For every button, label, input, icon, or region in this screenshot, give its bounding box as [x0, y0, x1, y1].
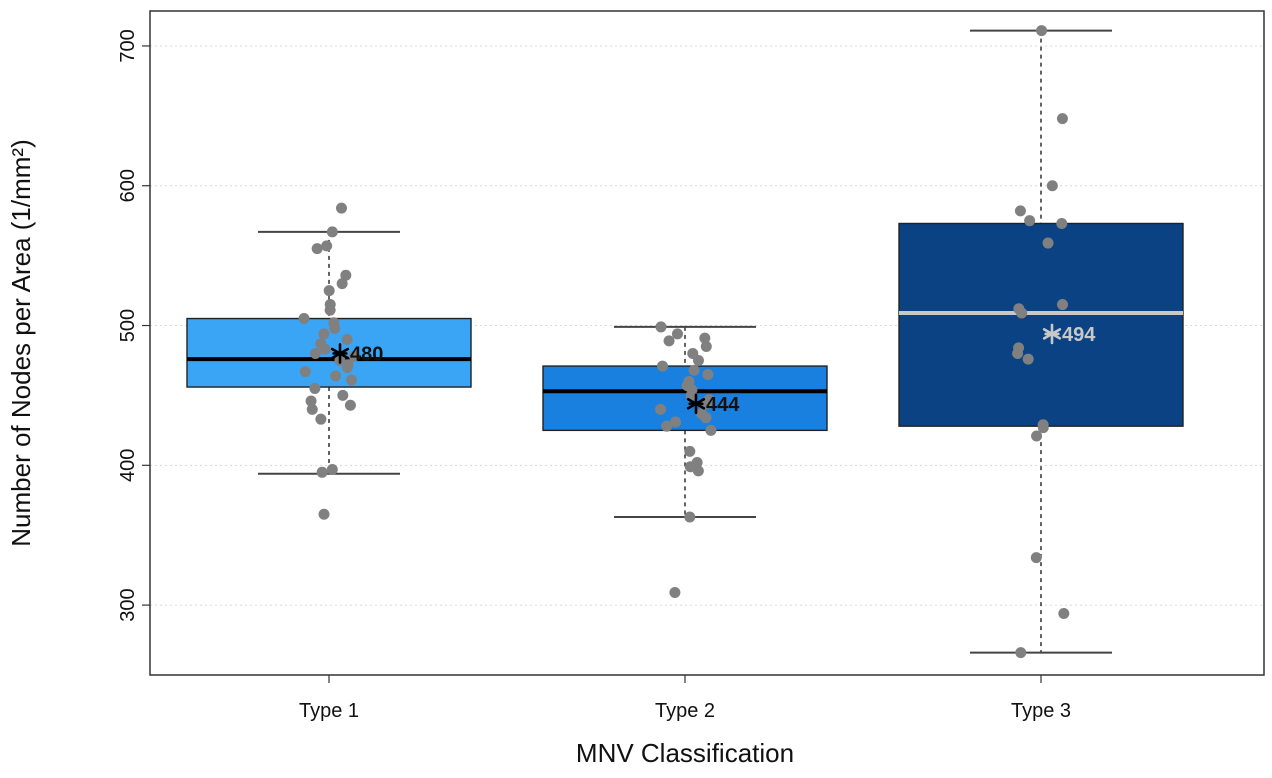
y-tick-label: 500	[117, 309, 139, 342]
y-tick-label: 300	[117, 588, 139, 621]
data-point	[336, 278, 348, 290]
data-point	[318, 328, 330, 340]
data-point	[1036, 25, 1048, 37]
data-point	[1014, 205, 1026, 217]
data-point	[348, 350, 360, 362]
data-point	[1056, 113, 1068, 125]
x-tick-label: Type 1	[299, 700, 359, 722]
data-point	[337, 389, 349, 401]
data-point	[305, 395, 317, 407]
data-point	[299, 366, 311, 378]
data-point	[684, 445, 696, 457]
axes: 300 400 500 600 700 Type 1 Type 2 Type 3	[117, 29, 1071, 722]
data-point	[1042, 237, 1054, 249]
data-point	[315, 413, 327, 425]
data-point	[309, 382, 321, 394]
mean-label: 480	[350, 343, 383, 365]
data-point	[306, 403, 318, 415]
data-point	[700, 340, 712, 352]
mean-marker	[1042, 323, 1062, 345]
data-point	[700, 412, 712, 424]
data-point	[692, 465, 704, 477]
data-point	[1057, 299, 1069, 311]
data-point	[1015, 647, 1027, 659]
data-point	[663, 335, 675, 347]
data-point	[661, 420, 673, 432]
data-point	[1016, 307, 1028, 319]
mean-markers: 480 444 494	[330, 323, 1096, 416]
boxes	[186, 29, 1184, 654]
plot-frame	[149, 10, 1265, 676]
data-point	[657, 360, 669, 372]
data-point	[688, 364, 700, 376]
data-point	[702, 368, 714, 380]
data-point	[341, 334, 353, 346]
data-point	[319, 343, 331, 355]
data-point	[1046, 180, 1058, 192]
data-point	[670, 416, 682, 428]
mean-marker	[330, 343, 350, 364]
x-tick-label: Type 2	[655, 700, 715, 722]
data-point	[326, 464, 338, 476]
data-point	[311, 243, 323, 255]
mean-marker	[686, 393, 706, 415]
x-axis-title: MNV Classification	[576, 738, 794, 768]
data-point	[341, 361, 353, 373]
data-point	[323, 285, 335, 297]
data-point	[298, 313, 310, 325]
y-tick-label: 600	[117, 169, 139, 202]
data-point	[1056, 217, 1068, 229]
data-point	[671, 328, 683, 340]
data-point	[655, 403, 667, 415]
data-point	[1012, 347, 1024, 359]
data-point	[684, 511, 696, 523]
x-tick-label: Type 3	[1011, 700, 1071, 722]
data-point	[1024, 215, 1036, 227]
y-tick-label: 700	[117, 29, 139, 62]
data-point	[346, 374, 358, 386]
mean-label: 494	[1062, 324, 1096, 346]
data-point	[701, 398, 713, 410]
data-point	[318, 508, 330, 520]
data-point	[344, 399, 356, 411]
data-point	[1031, 430, 1043, 442]
data-point	[692, 354, 704, 366]
box-type-3	[898, 222, 1184, 427]
data-point	[699, 332, 711, 344]
data-point	[655, 321, 667, 333]
data-point	[335, 202, 347, 214]
data-point	[1030, 552, 1042, 564]
data-point	[329, 322, 341, 334]
data-point	[1037, 422, 1049, 434]
data-point	[309, 347, 321, 359]
data-point	[1022, 353, 1034, 365]
data-point	[340, 269, 352, 281]
data-point	[669, 587, 681, 599]
data-point	[330, 370, 342, 382]
data-point	[321, 240, 333, 252]
y-axis-title: Number of Nodes per Area (1/mm²)	[6, 139, 36, 546]
mean-label: 444	[706, 394, 740, 416]
data-point	[705, 424, 717, 436]
box-type-2	[542, 365, 828, 432]
data-point	[1058, 607, 1070, 619]
data-points	[298, 25, 1070, 659]
data-point	[324, 304, 336, 316]
y-tick-label: 400	[117, 449, 139, 482]
data-point	[326, 226, 338, 238]
data-point	[316, 466, 328, 478]
